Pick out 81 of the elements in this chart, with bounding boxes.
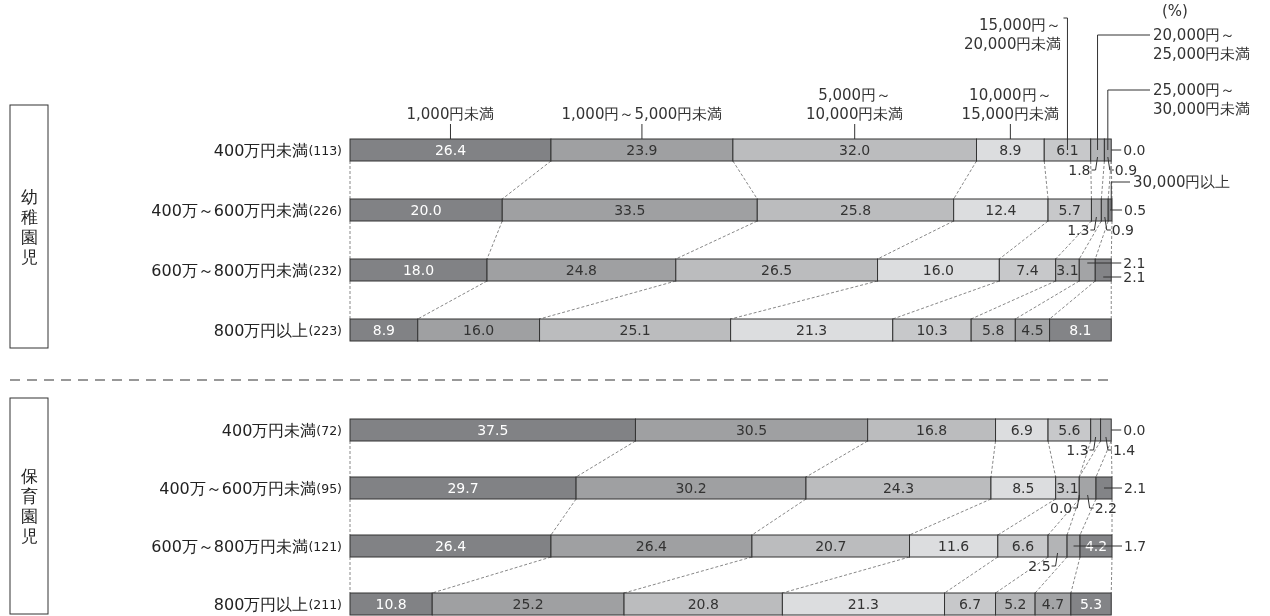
data-label: 26.4 <box>434 538 467 554</box>
y-tick-label: 400万～600万円未満(226) <box>151 200 342 220</box>
data-label: 6.7 <box>958 596 982 612</box>
data-label: 1.8 <box>1068 162 1091 178</box>
series-label: 10,000円～15,000円未満 <box>961 86 1060 123</box>
data-label: 1.3 <box>1066 442 1089 458</box>
data-label: 8.9 <box>999 142 1022 158</box>
data-label: 1.7 <box>1124 538 1147 554</box>
data-label: 1.3 <box>1067 222 1090 238</box>
data-label: 32.0 <box>839 142 871 158</box>
data-label: 0.9 <box>1111 222 1135 238</box>
series-label: 5,000円～10,000円未満 <box>805 86 904 123</box>
y-axis-title: 保育園児 <box>20 466 38 546</box>
data-label: 30.5 <box>735 422 768 438</box>
data-label: 5.7 <box>1058 202 1081 218</box>
data-label: 4.5 <box>1021 322 1044 338</box>
data-label: 4.7 <box>1041 596 1065 612</box>
text: (%) <box>1162 2 1188 20</box>
data-label: 26.5 <box>761 262 793 278</box>
data-label: 25.8 <box>839 202 872 218</box>
data-label: 0.0 <box>1050 500 1073 516</box>
data-label: 25.1 <box>619 322 651 338</box>
data-label: 21.3 <box>796 322 828 338</box>
data-label: 24.3 <box>882 480 915 496</box>
data-label: 2.1 <box>1123 269 1146 285</box>
y-tick-label: 400万円未満(113) <box>213 140 342 160</box>
data-label: 23.9 <box>626 142 658 158</box>
data-label: 26.4 <box>434 142 467 158</box>
data-label: 18.0 <box>402 262 435 278</box>
data-label: 5.6 <box>1058 422 1081 438</box>
data-label: 25.2 <box>512 596 544 612</box>
data-label: 12.4 <box>985 202 1017 218</box>
data-label: 37.5 <box>477 422 509 438</box>
data-label: 5.2 <box>1004 596 1027 612</box>
data-label: 11.6 <box>938 538 970 554</box>
data-label: 20.8 <box>687 596 719 612</box>
y-tick-label: 600万～800万円未満(232) <box>151 260 342 280</box>
data-label: 8.5 <box>1012 480 1035 496</box>
data-label: 33.5 <box>614 202 646 218</box>
data-label: 16.8 <box>916 422 948 438</box>
data-label: 20.0 <box>410 202 442 218</box>
data-label: 3.1 <box>1056 480 1079 496</box>
data-label: 10.3 <box>916 322 948 338</box>
data-label: 2.1 <box>1123 255 1146 271</box>
data-label: 4.2 <box>1084 538 1108 554</box>
y-tick-label: 800万円以上(211) <box>213 594 342 614</box>
text: 25,000円～30,000円未満 <box>1153 81 1251 118</box>
series-label: 1,000円未満 <box>406 105 495 123</box>
data-label: 3.1 <box>1056 262 1079 278</box>
text: 15,000円～20,000円未満 <box>963 16 1062 53</box>
data-label: 30.2 <box>675 480 707 496</box>
data-label: 6.9 <box>1010 422 1033 438</box>
data-label: 24.8 <box>565 262 597 278</box>
data-label: 1.4 <box>1112 442 1136 458</box>
text: 20,000円～25,000円未満 <box>1153 26 1251 63</box>
data-label: 2.1 <box>1124 480 1147 496</box>
data-label: 21.3 <box>847 596 880 612</box>
data-label: 0.0 <box>1123 422 1146 438</box>
data-label: 2.2 <box>1094 500 1117 516</box>
y-tick-label: 600万～800万円未満(121) <box>151 536 342 556</box>
data-label: 6.1 <box>1056 142 1079 158</box>
data-label: 29.7 <box>447 480 479 496</box>
data-label: 5.3 <box>1079 596 1103 612</box>
series-label: 1,000円～5,000円未満 <box>561 105 723 123</box>
y-tick-label: 400万円未満(72) <box>221 420 342 440</box>
y-axis-title: 幼稚園児 <box>20 186 38 267</box>
data-label: 6.6 <box>1011 538 1035 554</box>
data-label: 2.5 <box>1028 558 1051 574</box>
data-label: 16.0 <box>463 322 495 338</box>
y-tick-label: 400万～600万円未満(95) <box>159 478 342 498</box>
data-label: 8.1 <box>1069 322 1092 338</box>
data-label: 5.8 <box>982 322 1005 338</box>
data-label: 0.0 <box>1123 142 1146 158</box>
data-label: 7.4 <box>1016 262 1039 278</box>
data-label: 20.7 <box>815 538 847 554</box>
data-label: 0.5 <box>1124 202 1147 218</box>
data-label: 16.0 <box>922 262 955 278</box>
data-label: 8.9 <box>372 322 396 338</box>
data-label: 26.4 <box>635 538 668 554</box>
data-label: 10.8 <box>375 596 407 612</box>
y-tick-label: 800万円以上(223) <box>213 320 342 340</box>
